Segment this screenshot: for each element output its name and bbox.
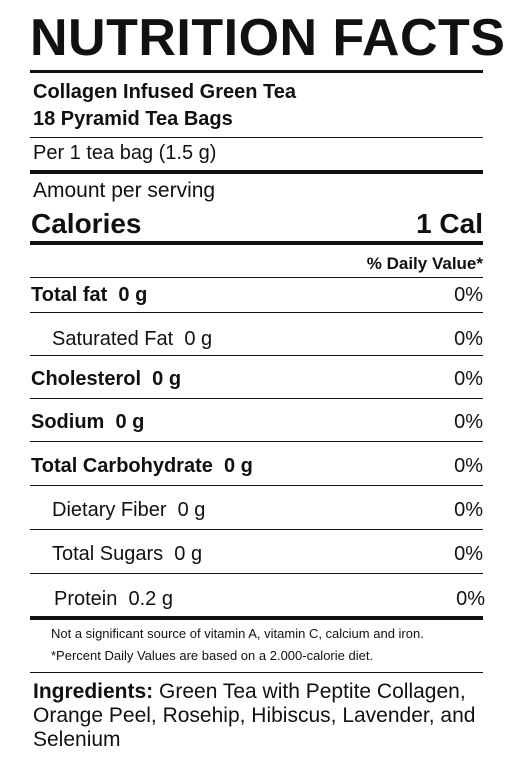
divider-row (30, 573, 483, 574)
calories-value: 1 Cal (416, 208, 483, 239)
nutrient-dv: 0% (454, 328, 483, 350)
divider-row (30, 441, 483, 442)
nutrient-amount: 0 g (224, 455, 253, 477)
nutrient-name: Total Carbohydrate (31, 455, 213, 477)
ingredients-statement: Ingredients: Green Tea with Peptite Coll… (33, 680, 513, 752)
label-title: NUTRITION FACTS (30, 9, 506, 67)
divider-row (30, 355, 483, 356)
divider-product (30, 137, 483, 138)
nutrient-row-total-carbohydrate: Total Carbohydrate 0 g (31, 455, 253, 478)
nutrient-row-cholesterol: Cholesterol 0 g (31, 368, 181, 391)
nutrient-dv: 0% (454, 411, 483, 433)
divider-row (30, 312, 483, 313)
product-name: Collagen Infused Green Tea (33, 81, 297, 103)
nutrient-name: Saturated Fat (52, 328, 174, 350)
nutrient-dv: 0% (454, 543, 483, 565)
divider-row (30, 485, 483, 486)
divider-thick-protein (30, 616, 483, 620)
divider-row (30, 529, 483, 530)
nutrient-amount: 0.2 g (128, 588, 173, 610)
nutrient-name: Sodium (31, 411, 105, 433)
footnote-daily-values: *Percent Daily Values are based on a 2.0… (51, 648, 374, 663)
nutrient-name: Total Sugars (52, 543, 164, 565)
ingredients-heading: Ingredients: (33, 680, 154, 703)
divider-thick-calories (30, 241, 483, 245)
daily-value-header: % Daily Value* (366, 254, 483, 273)
nutrient-name: Total fat (31, 284, 108, 306)
nutrient-dv: 0% (454, 499, 483, 521)
ingredients-text: Green Tea with Peptite Collagen, Orange … (33, 680, 476, 751)
nutrient-row-total-sugars: Total Sugars 0 g (52, 543, 202, 566)
nutrient-name: Protein (54, 588, 118, 610)
nutrient-amount: 0 g (115, 411, 145, 433)
footnote-vitamins: Not a significant source of vitamin A, v… (51, 626, 424, 641)
nutrient-amount: 0 g (177, 499, 206, 521)
nutrient-amount: 0 g (184, 328, 213, 350)
amount-per-serving: Amount per serving (33, 179, 216, 202)
nutrient-row-dietary-fiber: Dietary Fiber 0 g (52, 499, 205, 522)
nutrient-dv: 0% (456, 588, 485, 610)
divider-dv (30, 277, 483, 278)
nutrient-dv: 0% (454, 284, 483, 306)
nutrient-amount: 0 g (152, 368, 182, 390)
nutrient-name: Dietary Fiber (52, 499, 167, 521)
nutrient-name: Cholesterol (31, 368, 142, 390)
divider-title (30, 70, 483, 73)
serving-size: Per 1 tea bag (1.5 g) (33, 142, 217, 164)
nutrient-amount: 0 g (174, 543, 203, 565)
calories-label: Calories (31, 208, 142, 239)
product-count: 18 Pyramid Tea Bags (33, 108, 233, 130)
divider-row (30, 398, 483, 399)
nutrient-row-total-fat: Total fat 0 g (31, 284, 147, 307)
nutrient-row-saturated-fat: Saturated Fat 0 g (52, 328, 212, 351)
divider-thick-serving (30, 170, 483, 174)
nutrient-row-sodium: Sodium 0 g (31, 411, 144, 434)
divider-footnotes (30, 672, 483, 673)
nutrient-row-protein: Protein 0.2 g (54, 588, 173, 611)
nutrient-dv: 0% (454, 455, 483, 477)
nutrient-dv: 0% (454, 368, 483, 390)
nutrient-amount: 0 g (118, 284, 148, 306)
